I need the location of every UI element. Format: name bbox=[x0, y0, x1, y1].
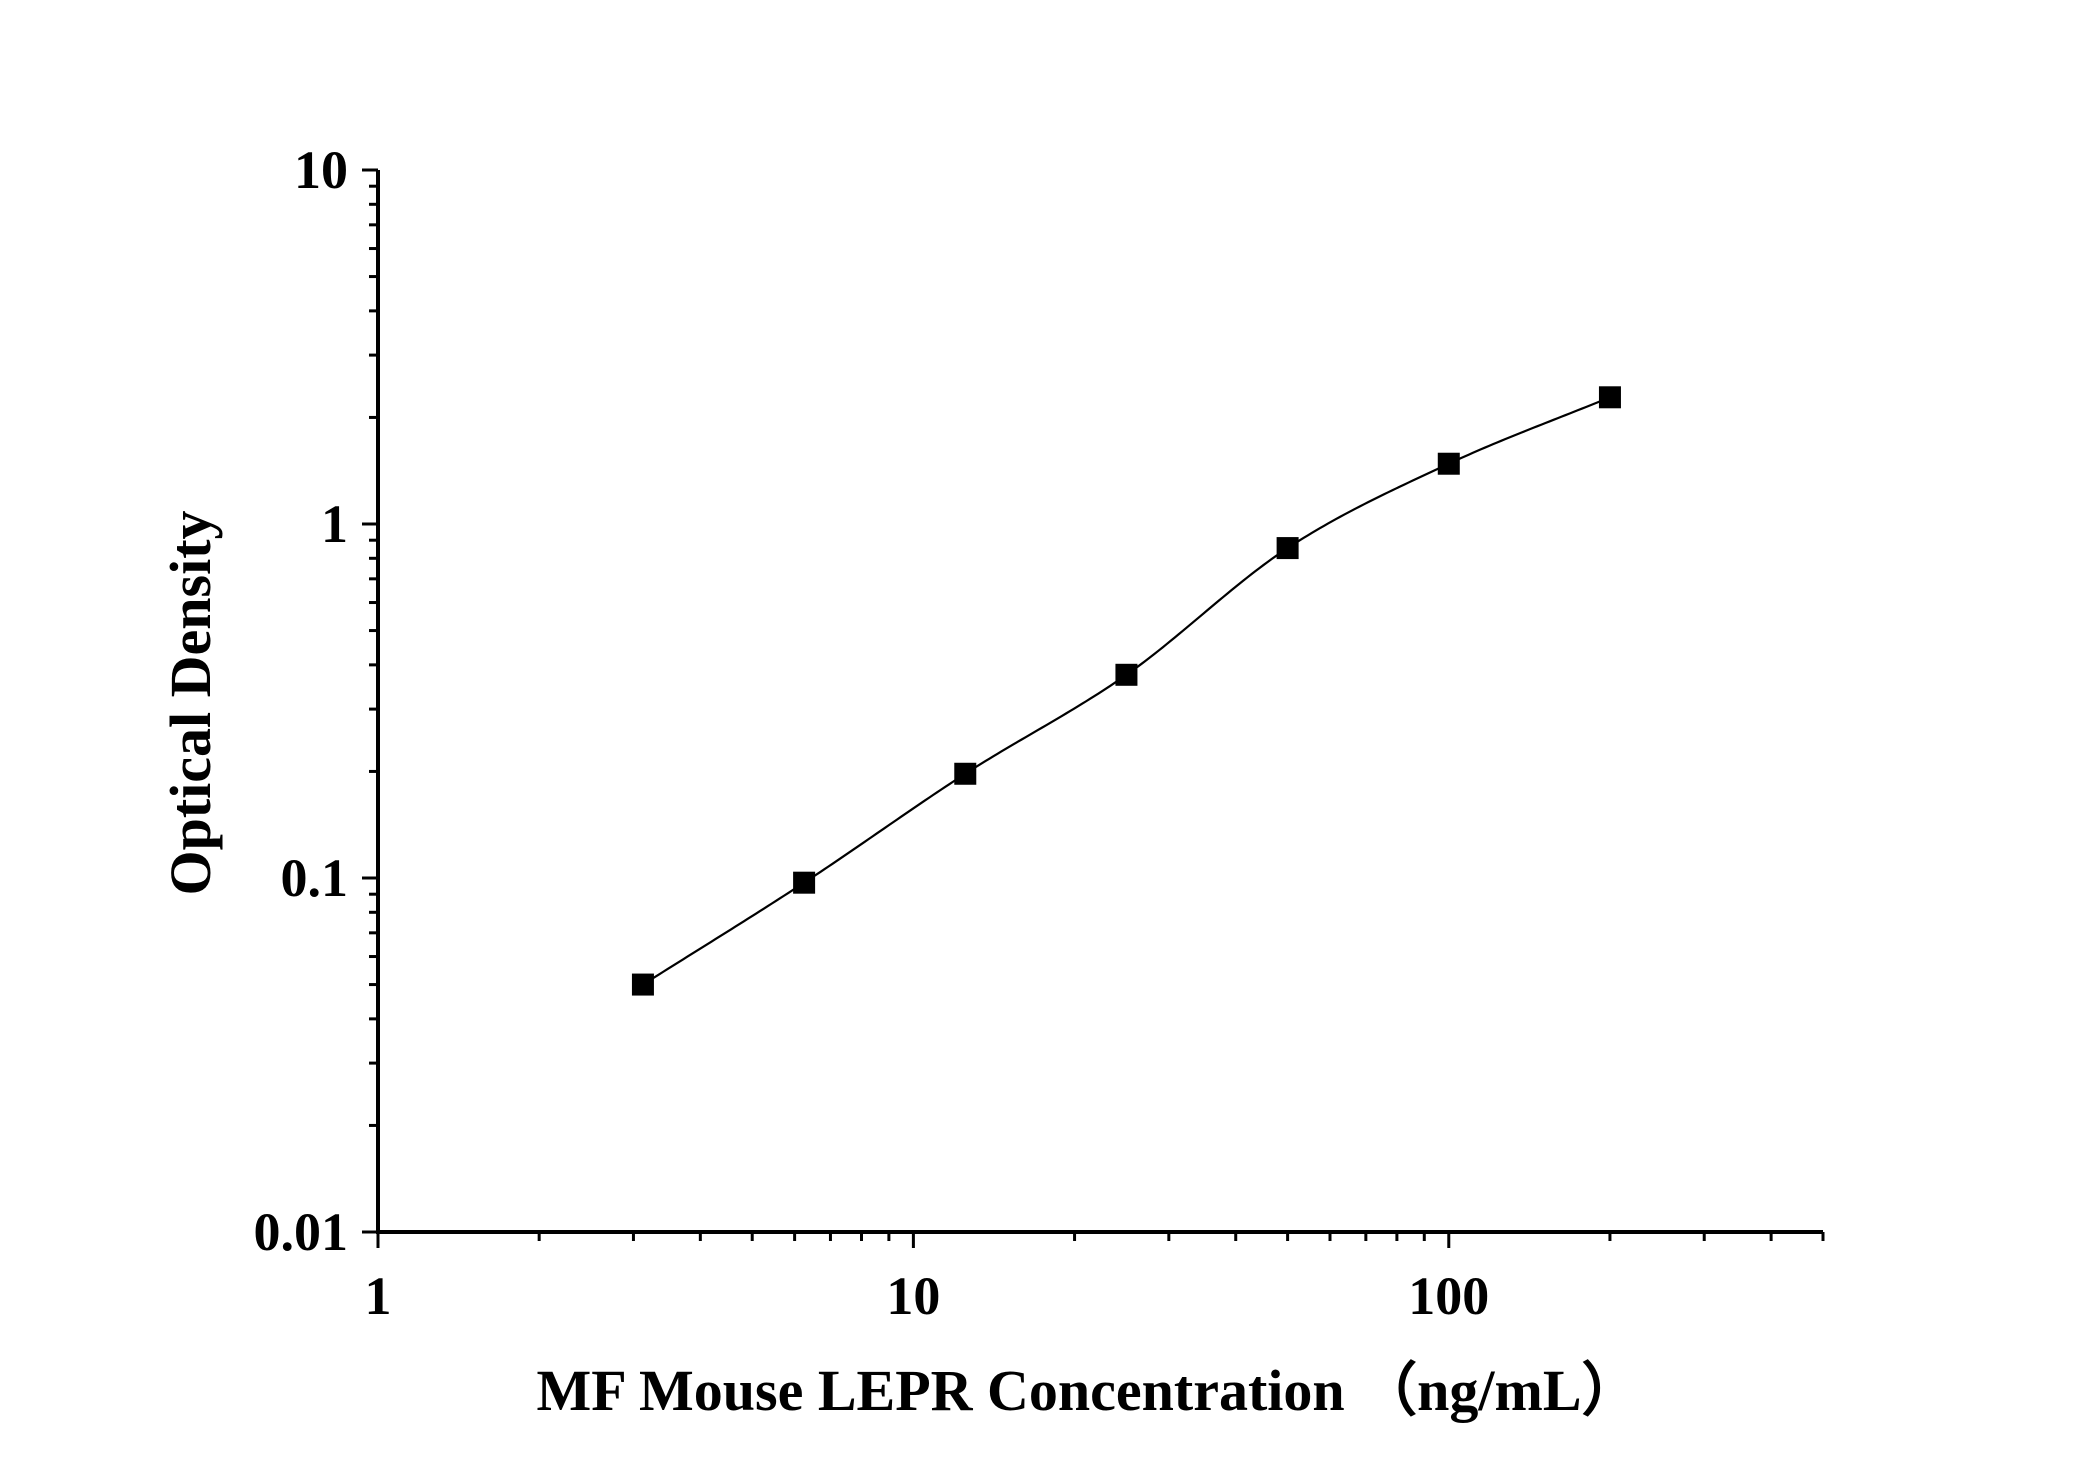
data-point bbox=[954, 762, 977, 785]
data-point bbox=[1437, 452, 1460, 475]
tick-labels: 1 10 100 0.01 0.1 1 10 bbox=[254, 140, 1490, 1326]
y-tick-label: 1 bbox=[321, 494, 348, 554]
fit-curve bbox=[642, 396, 1611, 986]
data-point bbox=[1115, 663, 1138, 686]
x-tick-label: 100 bbox=[1408, 1266, 1489, 1326]
data-point bbox=[631, 973, 654, 996]
data-point bbox=[1598, 386, 1621, 409]
x-axis-title: MF Mouse LEPR Concentration （ng/mL） bbox=[536, 1358, 1639, 1423]
axes bbox=[362, 168, 1825, 1248]
y-tick-label: 0.01 bbox=[254, 1202, 349, 1262]
data-point bbox=[1276, 537, 1299, 560]
y-axis-title: Optical Density bbox=[158, 510, 223, 895]
x-tick-label: 1 bbox=[365, 1266, 392, 1326]
y-tick-label: 10 bbox=[294, 140, 348, 200]
data-points bbox=[631, 386, 1621, 996]
data-point bbox=[793, 871, 816, 894]
x-tick-label: 10 bbox=[886, 1266, 940, 1326]
y-tick-label: 0.1 bbox=[281, 848, 349, 908]
fit-curve-group bbox=[642, 396, 1611, 986]
